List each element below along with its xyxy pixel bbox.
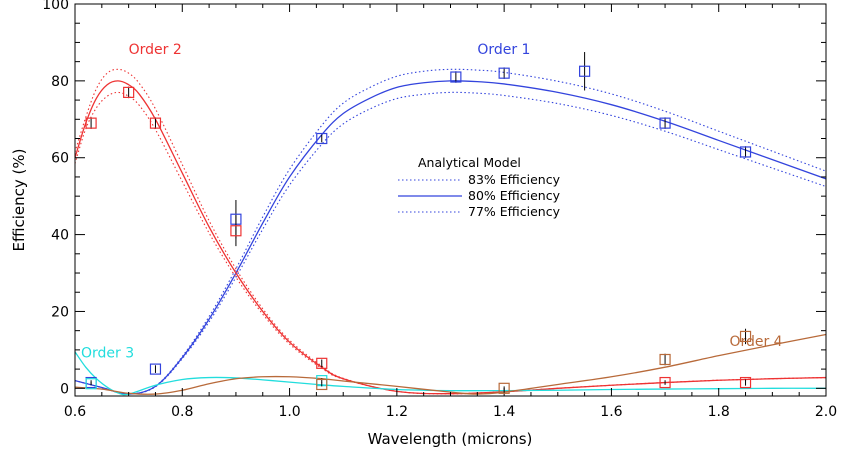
order-2-data-point	[230, 215, 242, 247]
legend-entry: 83% Efficiency	[398, 172, 561, 187]
order-2-marker	[123, 86, 135, 98]
legend-entry: 80% Efficiency	[398, 188, 561, 203]
y-tick-label: 80	[51, 74, 69, 90]
legend-title: Analytical Model	[418, 155, 521, 170]
order-2-model-77-line	[75, 91, 826, 395]
order-1-model-77-line	[75, 91, 826, 395]
order-4-data-point	[498, 382, 510, 394]
order-1-marker	[579, 65, 591, 77]
order-2-data-point	[739, 376, 752, 389]
order-2-series	[75, 68, 826, 395]
order-3-model-80-line	[75, 351, 826, 396]
order-2-marker	[149, 117, 162, 129]
order-1-marker	[659, 117, 671, 129]
order-4-label: Order 4	[729, 334, 782, 350]
order-1-data-point	[498, 67, 510, 79]
order-2-marker	[316, 357, 328, 369]
order-1-data-point	[316, 132, 328, 145]
order-4-marker	[316, 378, 328, 391]
order-2-marker	[230, 225, 242, 237]
order-2-data-point	[149, 117, 162, 129]
order-4-model-80-line	[75, 333, 826, 395]
order-1-data-point	[739, 146, 752, 158]
order-1-data-point	[149, 363, 162, 375]
order-2-data-point	[85, 117, 97, 129]
order-4-marker	[739, 330, 752, 343]
x-tick-label: 0.6	[64, 404, 86, 420]
x-tick-label: 1.8	[708, 404, 730, 420]
order-2-marker	[85, 117, 97, 129]
order-1-marker	[498, 67, 510, 79]
order-1-data-point	[659, 117, 671, 129]
order-1-series	[75, 68, 826, 395]
legend-label: 83% Efficiency	[468, 172, 561, 187]
order-4-marker	[498, 382, 510, 394]
order-2-model-80-line	[75, 80, 826, 395]
legend-label: 77% Efficiency	[468, 204, 561, 219]
x-tick-label: 0.8	[171, 404, 193, 420]
order-2-label: Order 2	[129, 42, 182, 58]
order-3-label: Order 3	[81, 346, 134, 362]
order-1-data-point	[579, 52, 591, 91]
order-3-series	[75, 351, 826, 396]
x-tick-label: 1.6	[600, 404, 622, 420]
order-2-data-point	[123, 86, 135, 99]
legend-entry: 77% Efficiency	[398, 204, 561, 219]
x-tick-label: 1.2	[386, 404, 408, 420]
order-2-marker	[659, 376, 671, 389]
order-2-model-83-line	[75, 68, 826, 395]
order-1-model-80-line	[75, 80, 826, 395]
y-tick-label: 60	[51, 151, 69, 167]
order-3-marker	[85, 378, 97, 390]
order-4-data-point	[659, 353, 671, 366]
x-tick-label: 2.0	[815, 404, 837, 420]
order-1-model-83-line	[75, 68, 826, 395]
x-axis-label: Wavelength (microns)	[368, 430, 533, 448]
order-4-data-point	[739, 328, 752, 345]
y-tick-label: 20	[51, 304, 69, 320]
y-tick-label: 0	[60, 381, 69, 397]
order-2-marker	[739, 376, 752, 389]
order-1-marker	[450, 71, 462, 83]
y-axis-label: Efficiency (%)	[10, 149, 28, 252]
order-1-marker	[149, 363, 162, 375]
order-1-data-point	[450, 71, 462, 83]
y-tick-label: 100	[42, 0, 69, 13]
measured-points	[85, 52, 752, 394]
order-1-marker	[316, 132, 328, 145]
axes: 0.6 0.8 1.0 1.2 1.4 1.6 1.8 2.0 0 20 40 60 80 100	[42, 0, 837, 420]
order-2-data-point	[659, 376, 671, 389]
y-tick-label: 40	[51, 228, 69, 244]
order-1-label: Order 1	[477, 42, 530, 58]
order-2-data-point	[316, 357, 328, 369]
legend-label: 80% Efficiency	[468, 188, 561, 203]
order-1-marker	[739, 146, 752, 158]
order-4-series	[75, 333, 826, 395]
x-tick-label: 1.0	[278, 404, 300, 420]
plot-frame	[74, 3, 827, 397]
order-4-data-point	[316, 378, 328, 391]
order-4-marker	[659, 353, 671, 366]
x-tick-label: 1.4	[493, 404, 515, 420]
order-3-data-point	[85, 378, 97, 390]
